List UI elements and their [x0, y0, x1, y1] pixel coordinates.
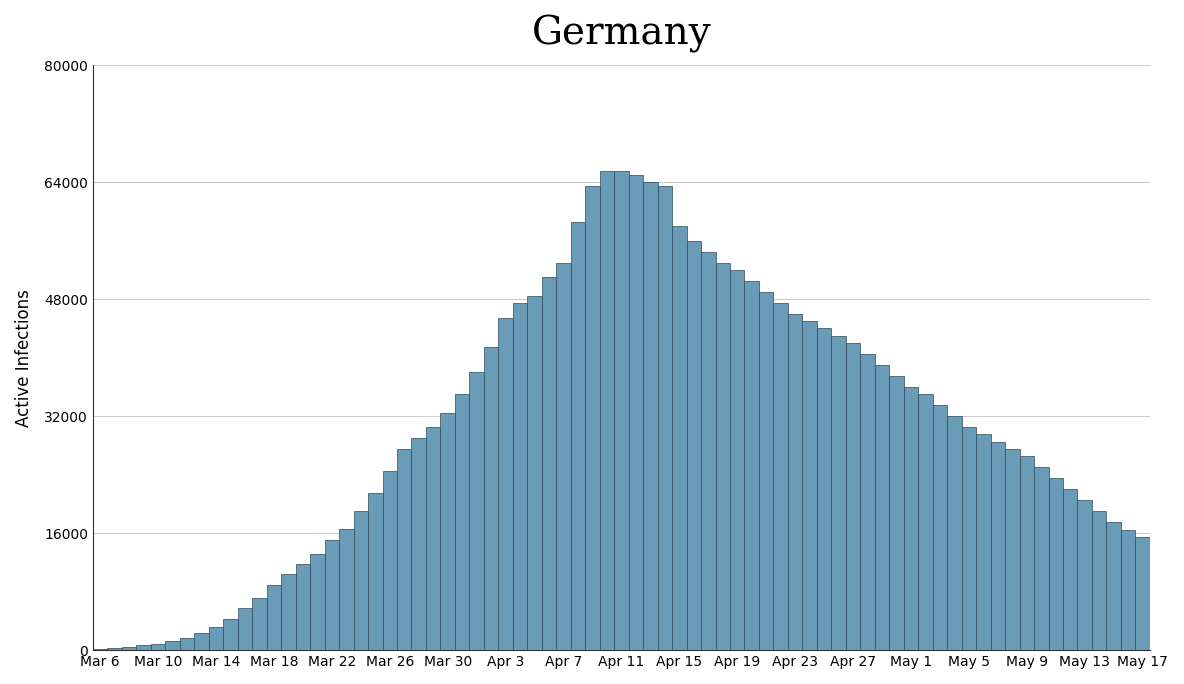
Bar	[1092, 511, 1106, 650]
Bar	[484, 347, 498, 650]
Bar	[136, 646, 150, 650]
Bar	[513, 303, 527, 650]
Bar	[440, 412, 455, 650]
Bar	[122, 647, 136, 650]
Bar	[556, 263, 571, 650]
Bar	[1135, 537, 1150, 650]
Bar	[382, 471, 397, 650]
Bar	[701, 252, 715, 650]
Bar	[194, 633, 208, 650]
Bar	[919, 394, 933, 650]
Bar	[889, 376, 903, 650]
Bar	[238, 608, 252, 650]
Bar	[542, 277, 556, 650]
Bar	[773, 303, 787, 650]
Bar	[166, 642, 180, 650]
Bar	[397, 449, 412, 650]
Bar	[94, 648, 108, 650]
Bar	[845, 343, 861, 650]
Bar	[947, 417, 961, 650]
Bar	[976, 434, 991, 650]
Bar	[1049, 478, 1063, 650]
Bar	[657, 186, 673, 650]
Bar	[1005, 449, 1019, 650]
Bar	[759, 292, 773, 650]
Bar	[787, 314, 803, 650]
Bar	[643, 183, 657, 650]
Title: Germany: Germany	[532, 15, 712, 53]
Bar	[368, 493, 382, 650]
Bar	[354, 511, 368, 650]
Bar	[991, 442, 1005, 650]
Bar	[224, 619, 238, 650]
Bar	[324, 540, 339, 650]
Bar	[817, 328, 831, 650]
Bar	[614, 171, 629, 650]
Bar	[687, 241, 701, 650]
Bar	[469, 372, 484, 650]
Bar	[933, 405, 947, 650]
Bar	[498, 317, 513, 650]
Y-axis label: Active Infections: Active Infections	[15, 289, 33, 427]
Bar	[571, 222, 585, 650]
Bar	[150, 644, 166, 650]
Bar	[803, 321, 817, 650]
Bar	[266, 585, 281, 650]
Bar	[412, 438, 426, 650]
Bar	[715, 263, 731, 650]
Bar	[1106, 522, 1121, 650]
Bar	[629, 175, 643, 650]
Bar	[1034, 467, 1049, 650]
Bar	[1063, 489, 1077, 650]
Bar	[745, 281, 759, 650]
Bar	[252, 598, 266, 650]
Bar	[455, 394, 469, 650]
Bar	[731, 270, 745, 650]
Bar	[339, 529, 354, 650]
Bar	[875, 365, 889, 650]
Bar	[1121, 529, 1135, 650]
Bar	[208, 627, 224, 650]
Bar	[961, 428, 976, 650]
Bar	[180, 637, 194, 650]
Bar	[281, 574, 296, 650]
Bar	[831, 336, 845, 650]
Bar	[527, 295, 542, 650]
Bar	[599, 171, 614, 650]
Bar	[310, 553, 324, 650]
Bar	[585, 186, 599, 650]
Bar	[296, 564, 310, 650]
Bar	[426, 428, 440, 650]
Bar	[108, 648, 122, 650]
Bar	[1019, 456, 1034, 650]
Bar	[673, 226, 687, 650]
Bar	[903, 387, 919, 650]
Bar	[1077, 500, 1092, 650]
Bar	[861, 354, 875, 650]
